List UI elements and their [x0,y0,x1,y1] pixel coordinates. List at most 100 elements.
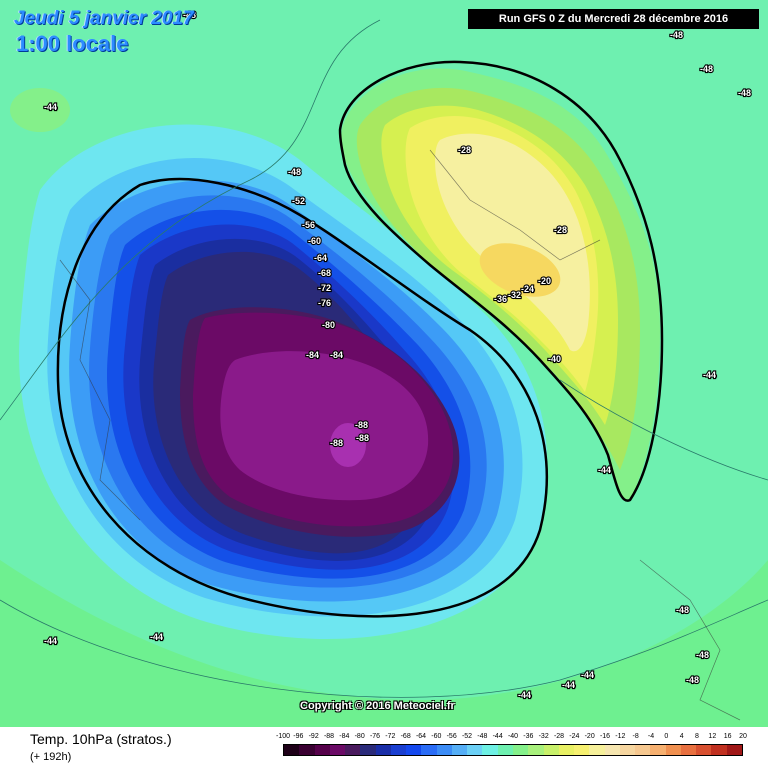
legend-swatch [589,745,605,755]
contour-label: -32 [508,290,521,300]
contour-label: -88 [330,438,343,448]
legend-tick-label: 0 [664,733,669,740]
contour-labels: -48 -44 -48 -48 -48 -44 -48 -52 -56 -60 … [43,9,752,701]
legend-tick-label: -12 [615,733,626,740]
legend-swatch [360,745,376,755]
legend-tick-label: -84 [339,733,350,740]
contour-label: -36 [494,294,507,304]
contour-label: -56 [302,220,315,230]
legend-tick-label: 16 [723,733,732,740]
map-canvas: -48 -44 -48 -48 -48 -44 -48 -52 -56 -60 … [0,0,768,727]
legend-tick-label: -68 [400,733,411,740]
legend-swatch [482,745,498,755]
contour-label: -64 [314,253,327,263]
contour-label: -48 [670,30,683,40]
legend-swatch [619,745,636,755]
legend-swatch [390,745,407,755]
legend-swatch [421,745,437,755]
legend-tick-label: -36 [523,733,534,740]
region-minus-44-south [0,560,768,727]
legend-tick-label: -76 [369,733,381,740]
contour-label: -48 [686,675,699,685]
coastline-hint-1 [59,259,141,521]
legend-swatch [528,745,544,755]
contour-label: -28 [554,225,567,235]
contour-label: -40 [548,354,561,364]
legend-swatch [680,745,697,755]
copyright-notice: Copyright © 2016 Meteociel.fr [300,700,455,712]
contour-label: -60 [308,236,321,246]
legend-tick-label: -32 [538,733,549,740]
contour-label: -44 [150,632,163,642]
vortex-layer-88 [220,351,429,501]
contour-label: -48 [696,650,709,660]
field-title: Temp. 10hPa (stratos.) [30,731,172,747]
region-minus-44-nw [10,88,70,132]
legend-swatch [299,745,315,755]
lead-time: (+ 192h) [30,751,72,763]
contour-label: -68 [318,268,331,278]
contour-label: -44 [44,636,57,646]
legend-tick-label: -56 [446,733,457,740]
legend-swatch [574,745,590,755]
legend-swatch [375,745,391,755]
legend-tick-label: -24 [569,733,580,740]
legend-swatch [406,745,422,755]
legend-labels: -100 -96 -92 -88 -84 -80 -76 -72 -68 -64 -60 -56 -52… [276,733,747,743]
legend-swatch [467,745,483,755]
legend-tick-label: -92 [308,733,319,740]
legend-tick-label: -88 [323,733,335,740]
legend-tick-label: 4 [679,733,684,740]
forecast-date: Jeudi 5 janvier 2017 [14,8,194,29]
contour-label: -20 [538,276,551,286]
map-footer: Temp. 10hPa (stratos.) (+ 192h) -100 -96-… [0,727,768,768]
contour-label: -84 [306,350,319,360]
contour-label: -44 [518,690,531,700]
legend-tick-label: -44 [492,733,503,740]
thin-contour-3 [0,599,768,698]
legend-swatch [512,745,529,755]
legend-swatch [345,745,361,755]
legend-tick-label: -72 [385,733,396,740]
contour-label: -44 [562,680,575,690]
contour-label: -48 [676,605,689,615]
legend-swatch [665,745,681,755]
color-legend: -100 -96 -92 -88 -84 -80 -76 -72 -68 -64 -60 -56 -52… [276,733,747,763]
legend-tick-label: 20 [739,733,747,740]
vortex-core [330,423,366,467]
legend-swatch [543,745,559,755]
contour-label: -84 [330,350,343,360]
legend-swatch [329,745,346,755]
legend-swatch [558,745,575,755]
model-run-label: Run GFS 0 Z du Mercredi 28 décembre 2016 [468,9,759,29]
stratosphere-temperature-map: -48 -44 -48 -48 -48 -44 -48 -52 -56 -60 … [0,0,768,727]
legend-swatch [726,745,742,755]
contour-label: -44 [703,370,716,380]
contour-label: -44 [581,670,594,680]
legend-swatch [497,745,513,755]
anticyclone-layer-24 [435,133,590,352]
legend-tick-label: -64 [415,733,427,740]
contour-label: -80 [322,320,335,330]
contour-label: -72 [318,283,331,293]
thin-contour-2 [559,379,768,481]
contour-label: -52 [292,196,305,206]
legend-swatch [284,745,300,755]
legend-swatch [314,745,330,755]
contour-label: -48 [288,167,301,177]
contour-minus-60 [56,177,548,618]
legend-swatch [635,745,651,755]
contour-label: -76 [318,298,331,308]
legend-tick-label: -100 [275,733,291,740]
contour-minus-40 [338,60,664,502]
legend-tick-label: 8 [695,733,699,740]
legend-tick-label: -40 [507,733,519,740]
contour-label: -48 [738,88,751,98]
legend-swatch [650,745,666,755]
legend-color-bar [283,744,743,756]
legend-tick-label: -96 [293,733,304,740]
thin-contour-1 [0,19,381,421]
contour-label: -48 [183,10,196,20]
legend-tick-label: -8 [632,733,639,740]
legend-tick-label: -80 [354,733,365,740]
